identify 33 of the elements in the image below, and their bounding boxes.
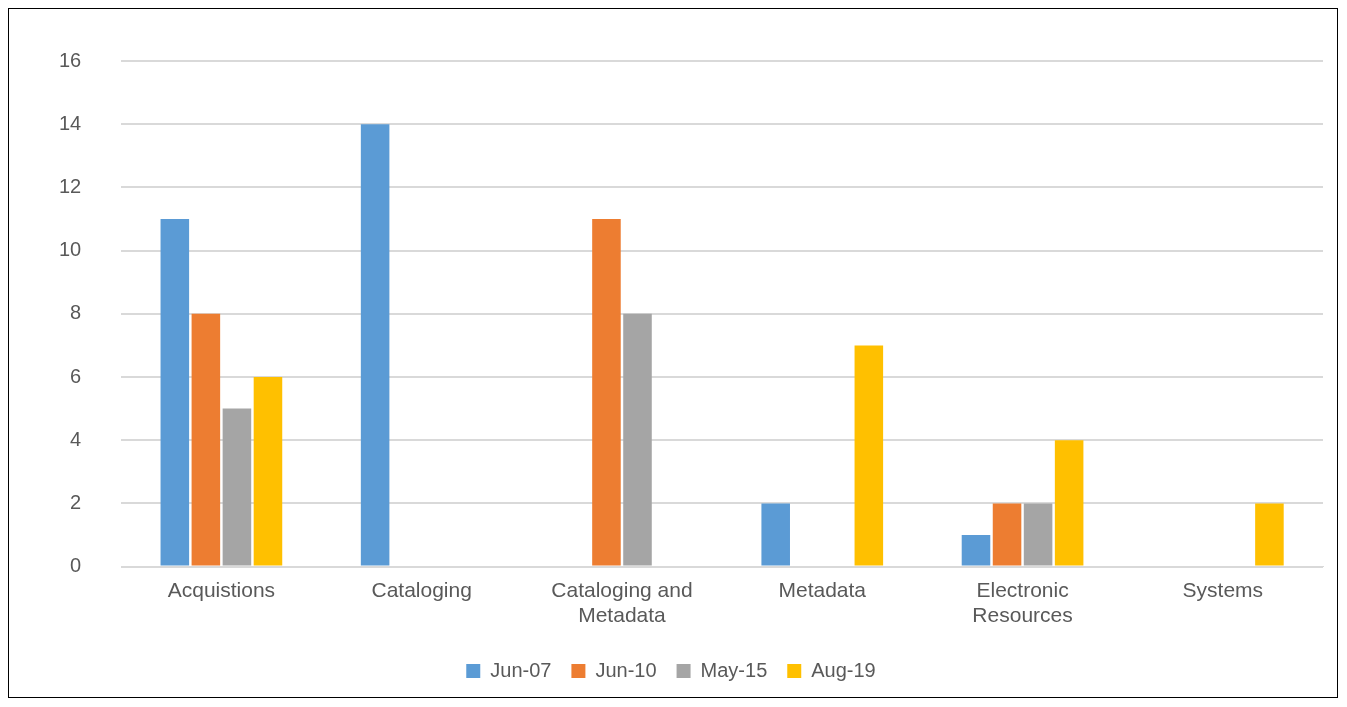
bar	[1023, 503, 1053, 566]
legend-label: May-15	[700, 658, 768, 681]
y-tick-label: 10	[59, 238, 82, 261]
y-tick-label: 16	[59, 48, 82, 71]
bar	[253, 377, 283, 566]
bar	[592, 219, 621, 566]
bar	[191, 313, 221, 566]
bar	[160, 219, 190, 566]
bar	[623, 313, 652, 566]
bar	[360, 124, 390, 566]
y-tick-label: 0	[70, 554, 82, 577]
y-tick-label: 2	[70, 490, 82, 513]
bar	[1054, 440, 1084, 566]
x-tick-label: Acquistions	[167, 578, 276, 601]
y-tick-label: 4	[70, 427, 82, 450]
y-tick-label: 12	[59, 174, 82, 197]
bar	[222, 408, 252, 566]
x-tick-label: Metadata	[778, 578, 867, 601]
bar	[961, 535, 991, 566]
y-tick-label: 6	[70, 364, 82, 387]
bar	[761, 503, 790, 566]
legend-label: Jun-10	[595, 658, 657, 681]
x-tick-label: Electronic Resources	[972, 578, 1073, 627]
x-tick-label: Cataloging	[371, 578, 472, 601]
bar	[992, 503, 1022, 566]
bar	[854, 345, 884, 566]
bar	[1255, 503, 1284, 566]
legend-label: Aug-19	[811, 658, 876, 681]
x-tick-label: Systems	[1182, 578, 1264, 601]
y-tick-label: 8	[70, 301, 82, 324]
y-tick-label: 14	[59, 111, 82, 134]
x-tick-label: Cataloging and Metadata	[551, 578, 693, 627]
legend-label: Jun-07	[490, 658, 552, 681]
